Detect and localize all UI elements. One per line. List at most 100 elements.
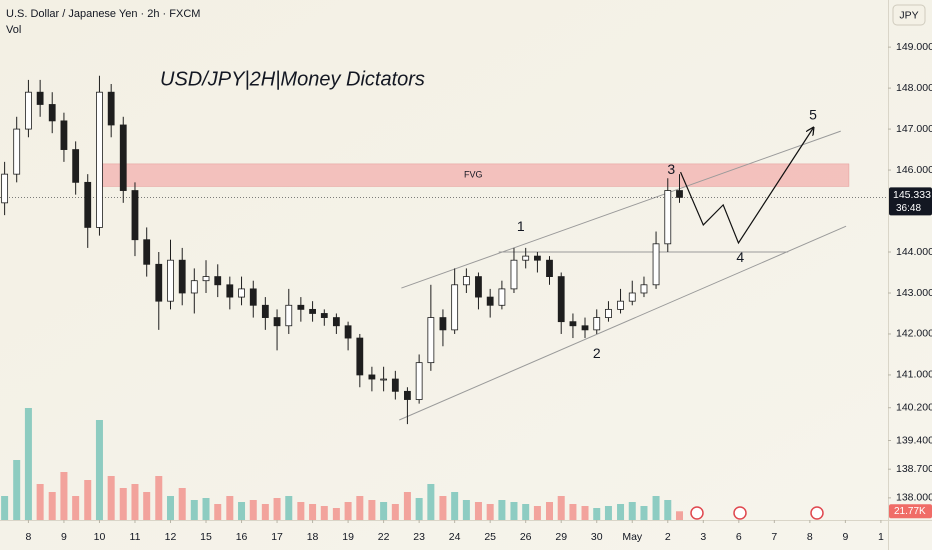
x-tick-label: 9 bbox=[61, 531, 67, 543]
candle-body bbox=[546, 259, 553, 277]
volume-bar bbox=[190, 500, 198, 520]
candle-body bbox=[119, 124, 127, 191]
volume-bar bbox=[178, 488, 186, 520]
volume-bar bbox=[273, 498, 281, 520]
volume-bar bbox=[391, 504, 399, 520]
event-icons bbox=[690, 506, 824, 520]
candle-body bbox=[178, 259, 186, 294]
event-icon[interactable] bbox=[810, 506, 824, 520]
volume-bar bbox=[462, 500, 470, 520]
volume-bar bbox=[403, 492, 411, 520]
candle-body bbox=[155, 263, 163, 302]
candle-body bbox=[475, 276, 482, 298]
last-price-box bbox=[889, 187, 932, 216]
candle-body bbox=[510, 259, 518, 290]
volume-title: Vol bbox=[6, 24, 21, 36]
y-tick-label: 138.000 bbox=[896, 492, 932, 504]
candle-body bbox=[628, 292, 636, 302]
candle-body bbox=[605, 308, 612, 318]
x-tick-label: 19 bbox=[342, 531, 354, 543]
candle-body bbox=[415, 362, 423, 400]
candle-body bbox=[309, 308, 316, 314]
candle-body bbox=[190, 280, 198, 294]
candle-body bbox=[380, 378, 388, 381]
annotation-layer: FVG 1 2 3 4 5 bbox=[0, 107, 888, 421]
y-tick-label: 140.200 bbox=[896, 402, 932, 414]
chart-title: USD/JPY|2H|Money Dictators bbox=[160, 68, 425, 90]
candle-layer bbox=[1, 75, 683, 425]
candle-body bbox=[581, 325, 589, 331]
volume-bar bbox=[569, 504, 577, 520]
candle-body bbox=[652, 243, 660, 286]
y-tick-label: 146.000 bbox=[896, 164, 932, 176]
volume-bar bbox=[652, 496, 660, 520]
volume-bar bbox=[309, 504, 317, 520]
volume-bar bbox=[545, 502, 553, 520]
candle-body bbox=[593, 317, 601, 331]
volume-bar bbox=[249, 500, 257, 520]
x-tick-label: 9 bbox=[842, 531, 848, 543]
volume-bar bbox=[356, 496, 364, 520]
volume-bar bbox=[36, 484, 44, 520]
x-tick-label: 8 bbox=[25, 531, 31, 543]
event-icon[interactable] bbox=[733, 506, 747, 520]
symbol-header: U.S. Dollar / Japanese Yen · 2h · FXCM bbox=[6, 8, 200, 20]
currency-box[interactable] bbox=[892, 4, 926, 26]
wave-label: 3 bbox=[667, 161, 675, 177]
x-tick-label: 2 bbox=[665, 531, 671, 543]
event-icon[interactable] bbox=[690, 506, 704, 520]
candle-body bbox=[96, 91, 103, 228]
candle-body bbox=[297, 304, 305, 310]
trend-line bbox=[401, 130, 841, 289]
candle-body bbox=[391, 378, 399, 392]
volume-bar bbox=[238, 502, 246, 520]
volume-bar bbox=[1, 496, 9, 520]
x-tick-label: 29 bbox=[555, 531, 567, 543]
volume-bar bbox=[107, 476, 115, 520]
candle-body bbox=[522, 255, 530, 261]
candle-body bbox=[451, 284, 459, 331]
y-tick-label: 149.000 bbox=[896, 41, 932, 53]
wave-label: 1 bbox=[517, 218, 525, 234]
volume-bar bbox=[261, 504, 269, 520]
volume-bar bbox=[214, 504, 222, 520]
candle-body bbox=[60, 120, 68, 150]
last-volume-box bbox=[889, 504, 932, 519]
candle-body bbox=[356, 337, 364, 376]
candle-body bbox=[344, 325, 352, 339]
volume-bar bbox=[427, 484, 435, 520]
volume-bar bbox=[155, 476, 163, 520]
volume-bar bbox=[72, 496, 80, 520]
x-tick-label: 25 bbox=[484, 531, 496, 543]
candle-body bbox=[36, 91, 44, 105]
candle-body bbox=[676, 190, 683, 198]
volume-bar bbox=[604, 506, 612, 520]
candle-body bbox=[439, 317, 447, 331]
candle-body bbox=[48, 104, 56, 122]
volume-bar bbox=[675, 511, 683, 520]
wave-label: 2 bbox=[593, 345, 601, 361]
trend-line bbox=[399, 225, 847, 421]
wave-label: 5 bbox=[809, 107, 817, 123]
candle-body bbox=[557, 276, 565, 323]
candle-body bbox=[261, 304, 269, 318]
volume-bar bbox=[451, 492, 459, 520]
candle-body bbox=[640, 284, 648, 294]
currency: JPY bbox=[899, 9, 918, 21]
volume-bar bbox=[60, 472, 68, 520]
volume-bar bbox=[498, 500, 506, 520]
x-tick-label: 30 bbox=[591, 531, 603, 543]
volume-bar bbox=[297, 502, 305, 520]
volume-bar bbox=[48, 492, 56, 520]
x-tick-label: 10 bbox=[94, 531, 106, 543]
y-tick-label: 141.000 bbox=[896, 369, 932, 381]
volume-bar bbox=[285, 496, 293, 520]
x-tick-label: 6 bbox=[736, 531, 742, 543]
candle-body bbox=[404, 390, 411, 400]
y-tick-label: 142.000 bbox=[896, 328, 932, 340]
volume-bar bbox=[13, 460, 21, 520]
zone-label: FVG bbox=[464, 170, 483, 180]
y-tick-label: 148.000 bbox=[896, 82, 932, 94]
volume-bar bbox=[522, 504, 530, 520]
volume-bar bbox=[143, 492, 151, 520]
